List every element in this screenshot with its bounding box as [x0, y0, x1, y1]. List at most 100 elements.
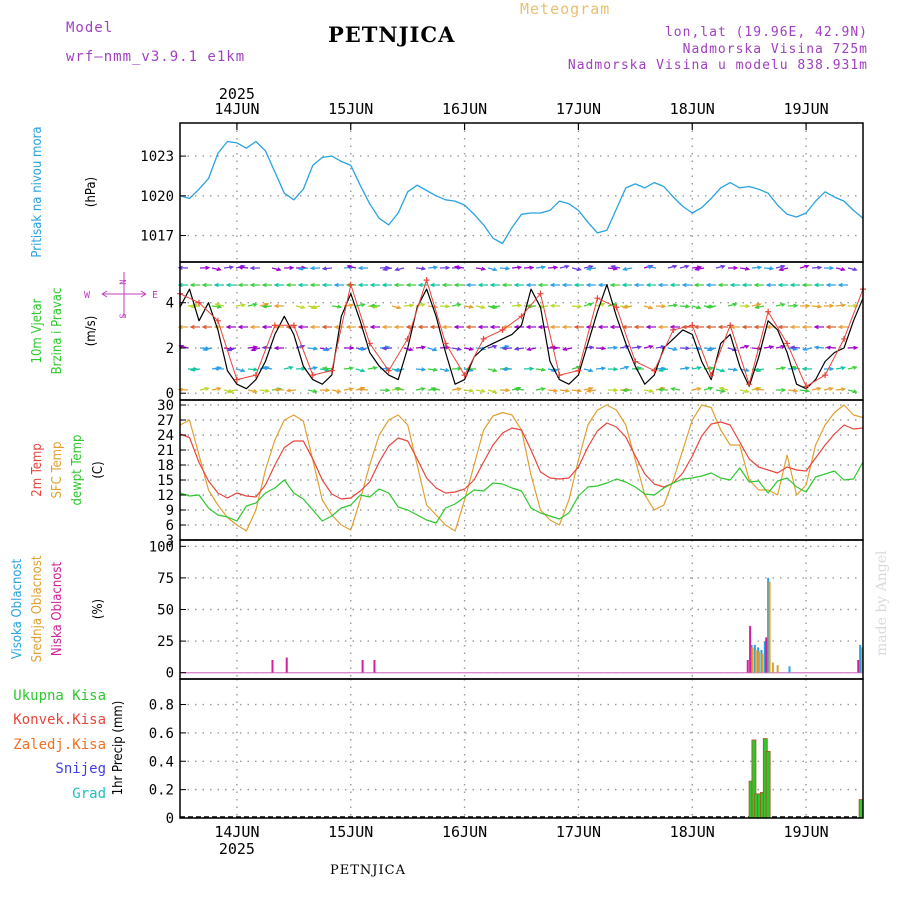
wind-arrow-head — [420, 345, 427, 350]
wind-arrow-head — [780, 366, 787, 371]
wind-arrow-head — [504, 344, 510, 349]
wind-arrow-head — [802, 346, 808, 351]
wind-arrow-head — [825, 324, 831, 330]
wind-ytick-label: 2 — [166, 341, 174, 357]
wind-arrow-head — [394, 267, 400, 272]
wind-arrow-head — [273, 345, 279, 351]
wind-gust-marker — [252, 372, 259, 379]
wind-arrow-head — [696, 387, 702, 392]
wind-arrow-head — [705, 324, 711, 330]
wind-arrow-head — [513, 324, 519, 330]
wind-arrow-head — [177, 282, 183, 288]
wind-arrow-head — [382, 266, 388, 271]
cloud-bar — [754, 649, 757, 673]
wind-arrow-head — [624, 365, 630, 370]
wind-arrow-head — [732, 302, 738, 307]
cloud-mid-label: Srednja Oblacnost — [30, 555, 45, 662]
cloud-bar — [767, 577, 770, 673]
data-layer — [177, 140, 866, 819]
cloud-bar — [776, 665, 779, 673]
wind-arrow-head — [789, 324, 795, 330]
wind-arrow-head — [214, 302, 220, 307]
wind-arrow-head — [804, 388, 811, 393]
frame-layer — [179, 122, 864, 819]
bottom-day-label: 17JUN — [556, 823, 601, 841]
wind-arrow-head — [540, 265, 547, 270]
wind-arrow-head — [432, 304, 439, 309]
wind-arrow-head — [405, 282, 411, 288]
wind-arrow-head — [492, 267, 498, 272]
temp-ytick-label: 3 — [166, 533, 174, 549]
wind-gust-marker — [423, 277, 430, 284]
wind-arrow-head — [289, 265, 295, 270]
wind-gust-marker — [746, 381, 753, 388]
top-day-label: 15JUN — [328, 100, 373, 118]
wind-arrow-head — [492, 389, 498, 394]
wind-arrow-head — [564, 264, 570, 269]
wind-arrow-head — [729, 282, 735, 288]
wind-arrow-head — [837, 324, 843, 330]
wind-arrow-head — [753, 367, 760, 372]
wind-panel-frame — [179, 261, 864, 401]
model-elevation: Nadmorska Visina u modelu 838.931m — [567, 58, 868, 73]
cloud-bar — [768, 581, 771, 673]
pressure-panel-frame — [179, 122, 864, 263]
wind-arrow-head — [357, 387, 363, 392]
cloud-ytick-label: 50 — [157, 603, 174, 619]
wind-arrow-head — [585, 282, 591, 288]
cloud-bar — [763, 641, 766, 673]
wind-arrow-head — [480, 266, 487, 271]
wind-arrow-head — [189, 304, 195, 309]
wind-gust-marker — [803, 383, 810, 390]
temp-ytick-label: 12 — [157, 488, 174, 504]
temp-ytick-label: 21 — [157, 443, 174, 459]
precip-unit-label: 1hr Precip (mm) — [111, 701, 126, 796]
wind-arrow-head — [573, 282, 579, 288]
wind-arrow-head — [348, 366, 355, 371]
wind-arrow-head — [537, 304, 544, 309]
temp-2m-label: 2m Temp — [30, 443, 45, 497]
temp-sfc-label: SFC Temp — [50, 442, 65, 499]
wind-arrow-head — [765, 282, 771, 288]
wind-arrow-head — [657, 387, 663, 392]
dewpoint-line — [179, 461, 864, 524]
temp-ytick-label: 18 — [157, 458, 174, 474]
wind-arrow-head — [588, 386, 594, 391]
wind-arrow-head — [661, 304, 667, 309]
wind-arrow-head — [345, 324, 351, 330]
wind-arrow-head — [300, 305, 306, 310]
wind-arrow-head — [240, 368, 246, 373]
wind-arrow-head — [777, 282, 783, 288]
wind-arrow-head — [588, 368, 594, 373]
wind-arrow-head — [189, 282, 195, 288]
temp-unit-label: (C) — [91, 461, 106, 478]
wind-arrow-head — [753, 282, 759, 288]
wind-arrow-head — [829, 303, 835, 308]
wind-ytick-label: 0 — [166, 386, 174, 402]
wind-arrow-head — [829, 366, 835, 372]
wind-arrow-head — [526, 346, 532, 351]
wind-arrow-head — [745, 303, 751, 309]
wind-arrow-head — [789, 282, 795, 288]
wind-gust-marker — [822, 372, 829, 379]
wind-arrow-head — [645, 324, 651, 330]
cloud-bar — [861, 647, 864, 673]
wind-arrow-head — [297, 282, 303, 288]
wind-arrow-head — [561, 282, 567, 288]
wind-arrow-head — [309, 324, 315, 330]
wind-arrow-head — [273, 303, 279, 309]
wind-arrow-head — [492, 344, 498, 349]
wind-arrow-head — [672, 264, 678, 269]
wind-gust-marker — [841, 335, 848, 342]
wind-arrow-head — [685, 346, 691, 351]
wind-arrow-head — [717, 324, 723, 330]
temp-panel-frame — [179, 399, 864, 541]
wind-arrow-head — [262, 366, 268, 371]
wind-gust-marker — [784, 340, 791, 347]
wind-arrow-head — [216, 304, 223, 309]
wind-arrow-head — [285, 282, 291, 288]
bottom-year-label: 2025 — [219, 840, 255, 858]
wind-arrow-head — [201, 324, 207, 330]
wind-arrow-head — [249, 282, 255, 288]
wind-arrow-head — [648, 345, 654, 349]
